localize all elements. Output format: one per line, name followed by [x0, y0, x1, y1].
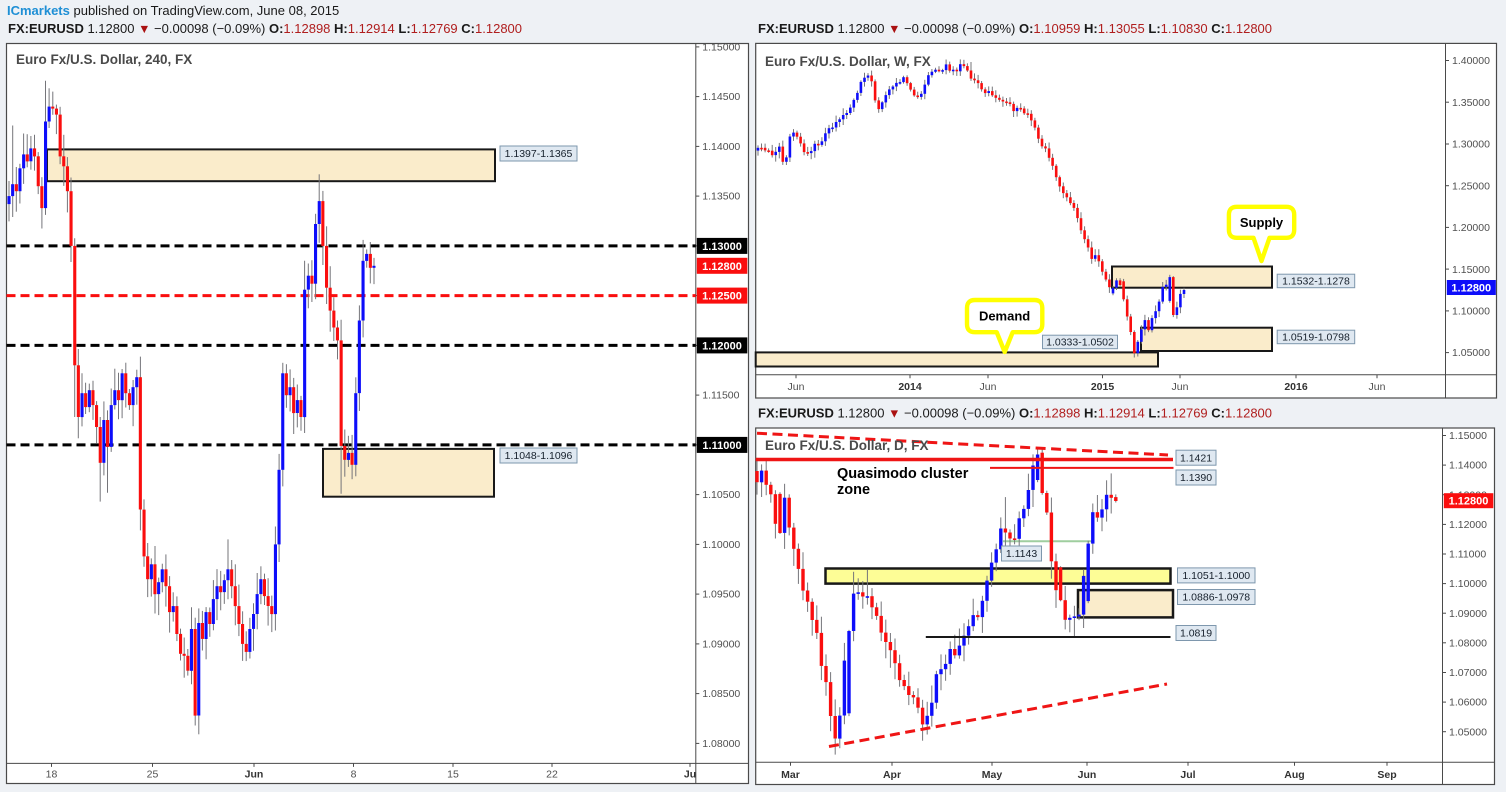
svg-text:1.13000: 1.13000 — [702, 241, 742, 253]
svg-text:1.25000: 1.25000 — [1452, 180, 1490, 192]
svg-text:22: 22 — [546, 769, 558, 781]
svg-text:1.10000: 1.10000 — [1452, 306, 1490, 318]
svg-text:1.14500: 1.14500 — [702, 91, 740, 103]
svg-text:1.0819: 1.0819 — [1180, 628, 1212, 640]
svg-text:1.15000: 1.15000 — [1452, 264, 1490, 276]
svg-text:1.10500: 1.10500 — [702, 489, 740, 501]
svg-text:1.10000: 1.10000 — [1449, 578, 1487, 590]
svg-text:Euro Fx/U.S. Dollar, D, FX: Euro Fx/U.S. Dollar, D, FX — [765, 438, 929, 453]
svg-text:2015: 2015 — [1091, 381, 1115, 393]
svg-text:1.14000: 1.14000 — [702, 141, 740, 153]
svg-text:FX:EURUSD 1.12800 ▼ −0.00098 (: FX:EURUSD 1.12800 ▼ −0.00098 (−0.09%) O:… — [8, 21, 522, 36]
svg-text:Mar: Mar — [781, 769, 800, 781]
svg-text:Demand: Demand — [979, 309, 1030, 324]
svg-text:Jun: Jun — [245, 769, 264, 781]
svg-text:1.09000: 1.09000 — [1449, 608, 1487, 620]
svg-text:25: 25 — [147, 769, 159, 781]
svg-text:1.08500: 1.08500 — [702, 688, 740, 700]
svg-text:Jun: Jun — [1078, 769, 1097, 781]
svg-text:Euro Fx/U.S. Dollar, 240, FX: Euro Fx/U.S. Dollar, 240, FX — [16, 52, 192, 67]
svg-text:2016: 2016 — [1284, 381, 1308, 393]
svg-text:15: 15 — [447, 769, 459, 781]
svg-text:Quasimodo cluster: Quasimodo cluster — [837, 466, 969, 482]
svg-text:1.05000: 1.05000 — [1452, 347, 1490, 359]
svg-text:Euro Fx/U.S. Dollar, W, FX: Euro Fx/U.S. Dollar, W, FX — [765, 54, 931, 69]
svg-text:1.14000: 1.14000 — [1449, 460, 1487, 472]
svg-text:1.12800: 1.12800 — [1451, 283, 1491, 295]
svg-text:1.05000: 1.05000 — [1449, 726, 1487, 738]
svg-text:1.12000: 1.12000 — [1449, 519, 1487, 531]
svg-text:1.30000: 1.30000 — [1452, 139, 1490, 151]
svg-text:1.1051-1.1000: 1.1051-1.1000 — [1182, 570, 1250, 582]
svg-text:1.11000: 1.11000 — [1449, 549, 1486, 561]
svg-text:1.09500: 1.09500 — [702, 589, 740, 601]
svg-text:1.12800: 1.12800 — [1449, 496, 1489, 508]
svg-text:Apr: Apr — [883, 769, 901, 781]
svg-text:1.11000: 1.11000 — [702, 440, 741, 452]
svg-text:1.0886-1.0978: 1.0886-1.0978 — [1182, 592, 1250, 604]
svg-text:1.12500: 1.12500 — [702, 291, 742, 303]
svg-text:ICmarkets published on Trading: ICmarkets published on TradingView.com, … — [7, 3, 339, 18]
svg-text:May: May — [982, 769, 1003, 781]
svg-text:1.1390: 1.1390 — [1180, 472, 1212, 484]
svg-text:1.35000: 1.35000 — [1452, 97, 1490, 109]
svg-text:1.1421: 1.1421 — [1180, 452, 1212, 464]
svg-text:8: 8 — [351, 769, 357, 781]
svg-text:1.11500: 1.11500 — [702, 390, 739, 402]
svg-text:2014: 2014 — [898, 381, 922, 393]
svg-text:Sep: Sep — [1377, 769, 1396, 781]
svg-text:1.08000: 1.08000 — [1449, 637, 1487, 649]
svg-text:1.15000: 1.15000 — [702, 42, 740, 54]
svg-text:Ju: Ju — [684, 769, 696, 781]
svg-text:1.12000: 1.12000 — [702, 340, 742, 352]
svg-text:1.06000: 1.06000 — [1449, 697, 1487, 709]
svg-text:1.1397-1.1365: 1.1397-1.1365 — [505, 148, 573, 160]
svg-text:1.10000: 1.10000 — [702, 539, 740, 551]
svg-text:Jun: Jun — [980, 381, 997, 393]
svg-text:1.20000: 1.20000 — [1452, 222, 1490, 234]
svg-text:zone: zone — [837, 482, 870, 498]
svg-text:1.0519-1.0798: 1.0519-1.0798 — [1282, 332, 1350, 344]
svg-text:1.0333-1.0502: 1.0333-1.0502 — [1046, 337, 1114, 349]
svg-text:18: 18 — [46, 769, 58, 781]
svg-text:1.15000: 1.15000 — [1449, 430, 1487, 442]
svg-text:FX:EURUSD 1.12800 ▼ −0.00098 (: FX:EURUSD 1.12800 ▼ −0.00098 (−0.09%) O:… — [758, 406, 1272, 421]
svg-text:1.1532-1.1278: 1.1532-1.1278 — [1282, 276, 1350, 288]
svg-text:1.13500: 1.13500 — [702, 191, 740, 203]
svg-text:1.09000: 1.09000 — [702, 639, 740, 651]
svg-text:Jun: Jun — [1369, 381, 1386, 393]
svg-text:1.12800: 1.12800 — [702, 261, 742, 273]
svg-text:1.08000: 1.08000 — [702, 738, 740, 750]
svg-text:1.40000: 1.40000 — [1452, 55, 1490, 67]
svg-text:Jun: Jun — [1172, 381, 1189, 393]
svg-text:Jul: Jul — [1180, 769, 1195, 781]
svg-text:Aug: Aug — [1284, 769, 1304, 781]
svg-text:Supply: Supply — [1240, 215, 1284, 230]
svg-text:1.07000: 1.07000 — [1449, 667, 1487, 679]
svg-text:FX:EURUSD 1.12800 ▼ −0.00098 (: FX:EURUSD 1.12800 ▼ −0.00098 (−0.09%) O:… — [758, 21, 1272, 36]
svg-text:Jun: Jun — [788, 381, 805, 393]
svg-text:1.1143: 1.1143 — [1006, 548, 1037, 560]
svg-text:1.1048-1.1096: 1.1048-1.1096 — [505, 450, 573, 462]
